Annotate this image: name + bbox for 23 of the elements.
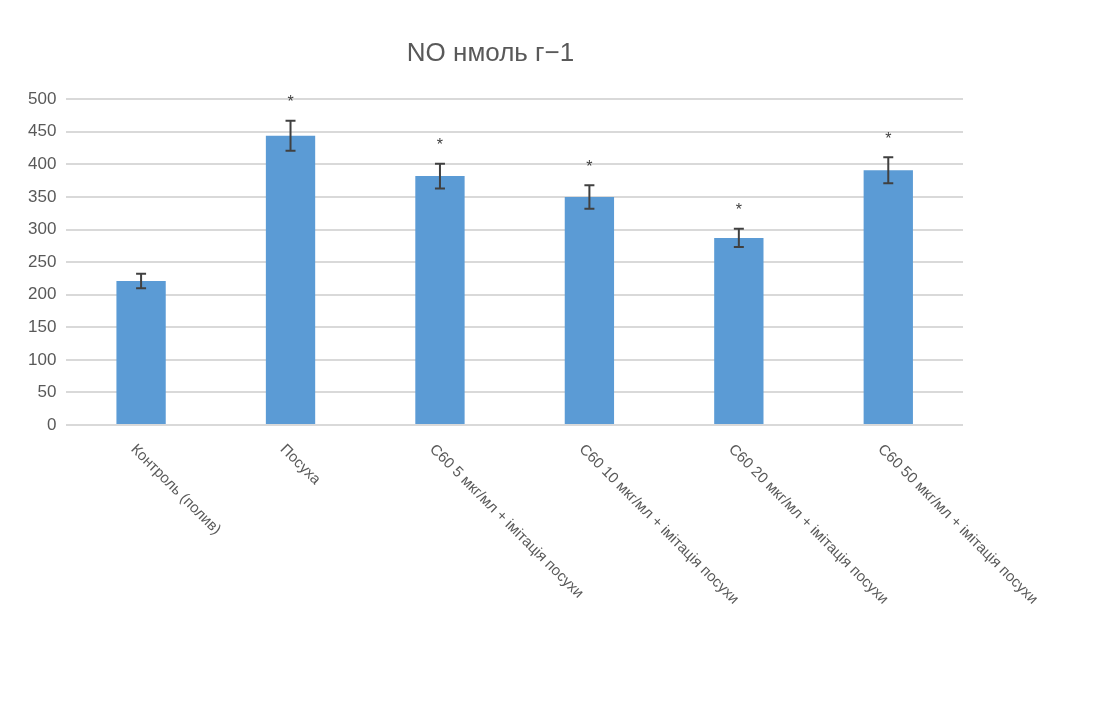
bar: [714, 237, 764, 424]
y-tick-label: 350: [27, 186, 57, 206]
data-label: *: [586, 157, 593, 175]
bar: [415, 176, 465, 424]
y-tick-label: 300: [27, 219, 57, 239]
data-label: *: [735, 201, 742, 219]
y-tick-label: 150: [27, 316, 57, 336]
y-tick-label: 100: [27, 349, 57, 369]
y-tick-label: 250: [27, 251, 57, 271]
y-tick-label: 50: [37, 382, 57, 402]
data-label: *: [287, 93, 294, 111]
bar: [863, 170, 913, 424]
y-tick-label: 200: [27, 284, 57, 304]
bar: [116, 281, 166, 424]
data-label: *: [436, 136, 444, 154]
y-tick-label: 500: [27, 88, 57, 108]
y-tick-label: 0: [46, 414, 57, 434]
data-label: *: [885, 129, 892, 147]
bar: [564, 196, 615, 424]
y-tick-label: 450: [27, 121, 57, 141]
chart-title: NO нмоль г−1: [406, 36, 575, 67]
bar: [265, 135, 316, 424]
y-tick-label: 400: [27, 154, 57, 174]
